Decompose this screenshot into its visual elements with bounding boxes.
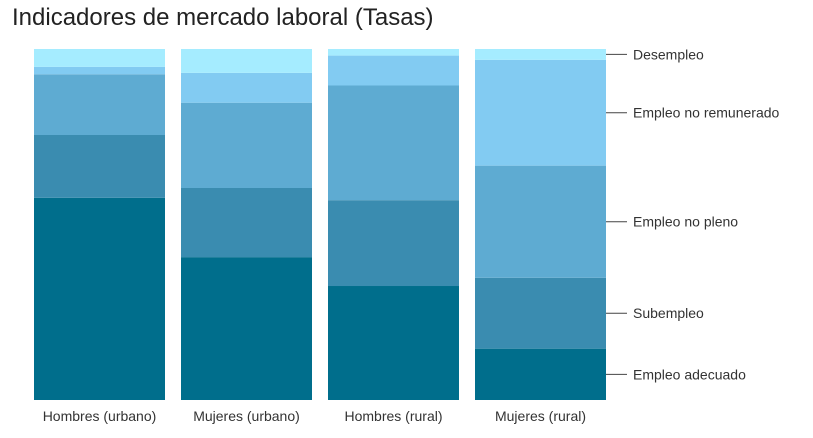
bar-segment-mujeres-rural-empleo-no-remunerado xyxy=(475,59,606,166)
bar-segment-mujeres-rural-subempleo xyxy=(475,277,606,349)
bar-segment-hombres-urbano-empleo-no-pleno xyxy=(34,74,165,135)
legend-label-empleo-no-remunerado: Empleo no remunerado xyxy=(633,105,780,121)
bar-segment-hombres-rural-subempleo xyxy=(328,200,459,287)
legend-label-empleo-adecuado: Empleo adecuado xyxy=(633,366,746,382)
bar-segment-hombres-rural-desempleo xyxy=(328,49,459,56)
bar-segment-mujeres-urbano-desempleo xyxy=(181,49,312,73)
bar-segment-hombres-urbano-subempleo xyxy=(34,134,165,198)
bar-segment-hombres-urbano-empleo-no-remunerado xyxy=(34,66,165,75)
bar-segment-hombres-urbano-desempleo xyxy=(34,49,165,67)
bar-segment-hombres-rural-empleo-no-pleno xyxy=(328,85,459,201)
bar-segment-mujeres-rural-empleo-adecuado xyxy=(475,348,606,400)
bar-segment-hombres-rural-empleo-adecuado xyxy=(328,286,459,400)
chart-title: Indicadores de mercado laboral (Tasas) xyxy=(12,4,434,31)
bar-segment-hombres-rural-empleo-no-remunerado xyxy=(328,55,459,86)
bar-segment-mujeres-urbano-subempleo xyxy=(181,187,312,258)
category-labels: Hombres (urbano) Mujeres (urbano) Hombres … xyxy=(43,408,586,424)
category-label-mujeres-urbano: Mujeres (urbano) xyxy=(193,408,300,424)
bar-segment-mujeres-rural-desempleo xyxy=(475,49,606,60)
bar-segment-mujeres-rural-empleo-no-pleno xyxy=(475,165,606,278)
bar-segment-mujeres-urbano-empleo-no-remunerado xyxy=(181,72,312,103)
bars-group xyxy=(34,49,606,400)
legend: Empleo adecuado Subempleo Empleo no pleno E… xyxy=(606,46,780,382)
bar-segment-mujeres-urbano-empleo-no-pleno xyxy=(181,102,312,188)
bar-segment-mujeres-urbano-empleo-adecuado xyxy=(181,257,312,400)
legend-label-subempleo: Subempleo xyxy=(633,305,704,321)
category-label-hombres-urbano: Hombres (urbano) xyxy=(43,408,157,424)
category-label-mujeres-rural: Mujeres (rural) xyxy=(495,408,586,424)
category-label-hombres-rural: Hombres (rural) xyxy=(344,408,442,424)
legend-label-empleo-no-pleno: Empleo no pleno xyxy=(633,214,738,230)
bar-segment-hombres-urbano-empleo-adecuado xyxy=(34,197,165,400)
legend-label-desempleo: Desempleo xyxy=(633,46,704,62)
